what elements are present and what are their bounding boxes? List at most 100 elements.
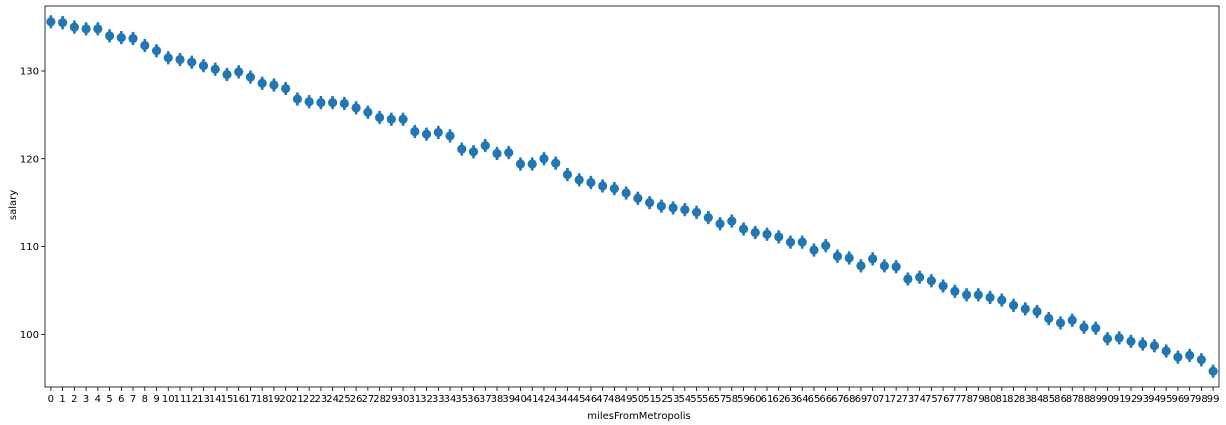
data-point-23 [316, 97, 326, 108]
data-point-75 [926, 276, 936, 286]
data-point-22 [304, 97, 314, 107]
y-tick-label-130: 130 [20, 66, 39, 77]
data-point-76 [938, 281, 948, 291]
x-tick-label-25: 25 [338, 394, 351, 405]
x-tick-label-26: 26 [350, 394, 363, 405]
x-tick-label-15: 15 [221, 394, 234, 405]
data-point-67 [832, 251, 843, 261]
x-tick-label-99: 99 [1207, 394, 1220, 405]
x-tick-label-53: 53 [667, 394, 680, 405]
x-tick-label-70: 70 [866, 394, 879, 405]
data-point-71 [879, 261, 890, 271]
data-point-10 [163, 53, 173, 63]
x-tick-label-20: 20 [279, 394, 292, 405]
x-tick-label-5: 5 [106, 394, 112, 405]
x-tick-label-9: 9 [153, 394, 159, 405]
data-point-59 [738, 224, 749, 234]
x-tick-label-44: 44 [561, 394, 574, 405]
data-point-66 [821, 241, 831, 251]
y-axis-label: salary [8, 190, 19, 220]
data-point-17 [245, 72, 256, 82]
data-point-99 [1208, 366, 1218, 376]
data-point-29 [386, 114, 396, 124]
x-tick-label-40: 40 [514, 394, 527, 405]
x-tick-label-17: 17 [244, 394, 257, 405]
x-tick-label-14: 14 [209, 394, 222, 405]
x-tick-label-85: 85 [1042, 394, 1055, 405]
x-tick-label-87: 87 [1066, 394, 1079, 405]
x-tick-label-67: 67 [831, 394, 844, 405]
x-tick-label-59: 59 [737, 394, 750, 405]
x-tick-label-57: 57 [714, 394, 727, 405]
x-tick-label-79: 79 [972, 394, 985, 405]
x-tick-label-37: 37 [479, 394, 492, 405]
x-tick-label-36: 36 [467, 394, 480, 405]
x-tick-label-13: 13 [197, 394, 210, 405]
data-point-37 [480, 140, 490, 151]
data-point-74 [915, 272, 925, 282]
data-point-85 [1044, 313, 1054, 324]
x-tick-label-66: 66 [819, 394, 832, 405]
data-point-65 [809, 245, 819, 255]
data-point-83 [1020, 304, 1030, 314]
x-tick-label-80: 80 [984, 394, 997, 405]
data-point-62 [774, 232, 784, 242]
data-point-95 [1161, 346, 1171, 356]
data-point-44 [562, 169, 573, 180]
data-point-33 [433, 127, 443, 138]
data-point-69 [856, 261, 866, 271]
x-tick-label-69: 69 [855, 394, 868, 405]
data-point-31 [410, 126, 420, 137]
data-point-54 [680, 205, 690, 215]
data-point-50 [633, 193, 643, 203]
data-point-90 [1102, 334, 1113, 344]
x-tick-label-49: 49 [620, 394, 633, 405]
x-tick-label-19: 19 [268, 394, 281, 405]
data-point-55 [691, 207, 702, 217]
data-point-87 [1067, 315, 1077, 325]
data-point-42 [539, 154, 549, 164]
x-tick-label-86: 86 [1054, 394, 1067, 405]
data-point-3 [81, 24, 91, 34]
data-point-73 [903, 274, 913, 284]
x-tick-label-45: 45 [573, 394, 586, 405]
data-point-14 [210, 64, 220, 74]
data-point-68 [844, 253, 854, 263]
x-tick-label-18: 18 [256, 394, 269, 405]
x-tick-label-48: 48 [608, 394, 621, 405]
data-point-91 [1114, 333, 1124, 343]
data-point-34 [445, 131, 455, 141]
data-point-88 [1079, 322, 1089, 332]
x-tick-label-55: 55 [690, 394, 703, 405]
x-tick-label-62: 62 [772, 394, 785, 405]
x-tick-label-56: 56 [702, 394, 715, 405]
x-tick-label-91: 91 [1113, 394, 1126, 405]
data-point-60 [750, 227, 760, 238]
data-point-20 [281, 83, 291, 94]
data-point-94 [1149, 341, 1160, 351]
data-point-97 [1185, 350, 1195, 360]
x-tick-label-12: 12 [185, 394, 198, 405]
data-point-39 [504, 148, 514, 158]
x-tick-label-54: 54 [678, 394, 691, 405]
x-tick-label-72: 72 [890, 394, 903, 405]
x-tick-label-74: 74 [913, 394, 926, 405]
x-tick-label-73: 73 [902, 394, 915, 405]
x-tick-label-11: 11 [174, 394, 187, 405]
x-tick-label-30: 30 [397, 394, 410, 405]
x-tick-label-34: 34 [444, 394, 457, 405]
x-tick-label-33: 33 [432, 394, 445, 405]
data-point-9 [151, 46, 162, 56]
data-point-6 [116, 33, 126, 43]
x-tick-label-83: 83 [1019, 394, 1032, 405]
x-tick-label-43: 43 [549, 394, 562, 405]
data-point-84 [1032, 306, 1042, 317]
data-point-80 [985, 292, 995, 303]
x-tick-label-42: 42 [538, 394, 551, 405]
data-point-25 [339, 98, 349, 109]
data-point-24 [328, 97, 338, 108]
x-tick-label-92: 92 [1125, 394, 1138, 405]
y-tick-label-120: 120 [20, 154, 39, 165]
x-tick-label-68: 68 [843, 394, 856, 405]
data-point-72 [891, 262, 901, 272]
